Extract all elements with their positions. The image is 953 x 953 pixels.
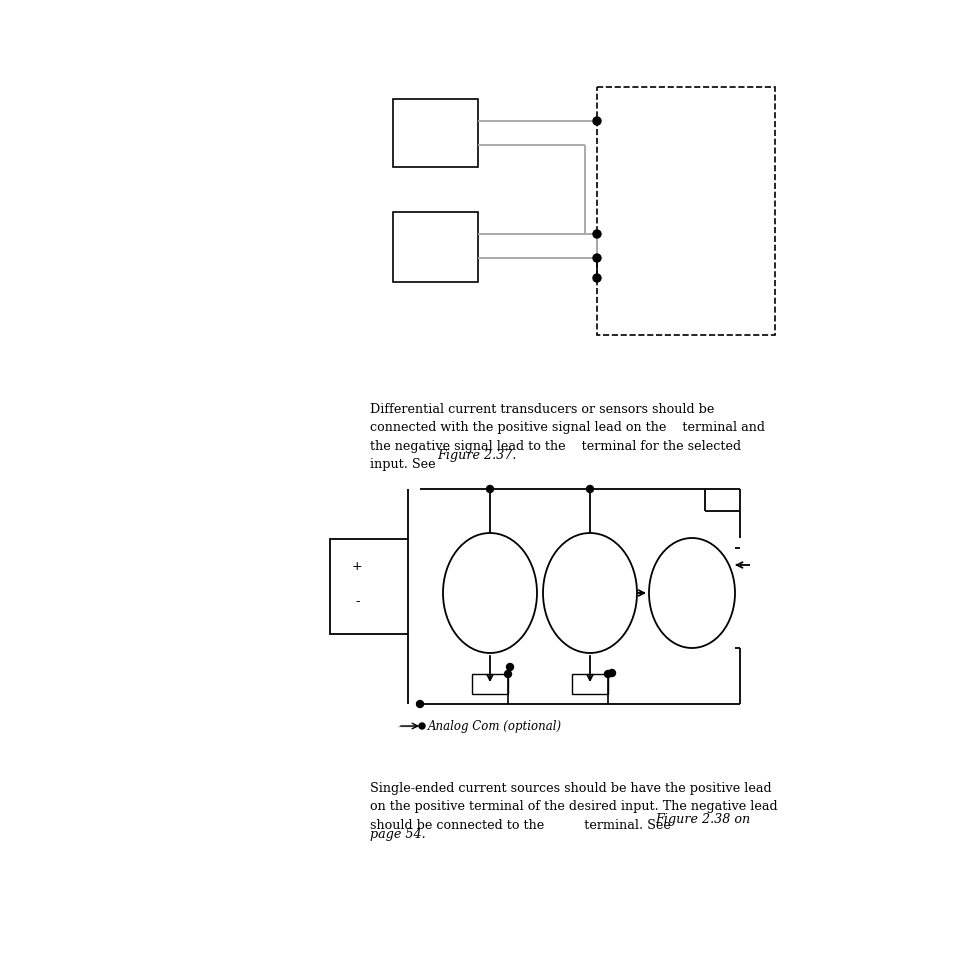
Circle shape — [504, 671, 511, 678]
Ellipse shape — [542, 534, 637, 654]
Text: -: - — [355, 595, 359, 608]
Text: Differential current transducers or sensors should be
connected with the positiv: Differential current transducers or sens… — [370, 402, 764, 471]
Text: page 54.: page 54. — [370, 827, 425, 841]
Text: Figure 2.38 on: Figure 2.38 on — [655, 812, 749, 825]
Circle shape — [604, 671, 611, 678]
Circle shape — [593, 231, 600, 239]
Circle shape — [608, 670, 615, 677]
Circle shape — [416, 700, 423, 708]
Circle shape — [593, 254, 600, 263]
Circle shape — [593, 118, 600, 126]
Bar — [597, 88, 774, 335]
Text: Analog Com (optional): Analog Com (optional) — [428, 720, 561, 733]
Text: Figure 2.37.: Figure 2.37. — [436, 449, 516, 462]
Circle shape — [486, 486, 493, 493]
Bar — [572, 675, 607, 695]
Text: +: + — [352, 559, 362, 573]
Circle shape — [586, 486, 593, 493]
Circle shape — [418, 723, 424, 729]
Circle shape — [506, 664, 513, 671]
Bar — [393, 100, 477, 168]
Ellipse shape — [648, 538, 734, 648]
Text: Single-ended current sources should be have the positive lead
on the positive te: Single-ended current sources should be h… — [370, 781, 777, 831]
Circle shape — [593, 274, 600, 283]
Ellipse shape — [442, 534, 537, 654]
Bar — [330, 539, 408, 635]
Bar — [393, 213, 477, 283]
Bar — [472, 675, 507, 695]
